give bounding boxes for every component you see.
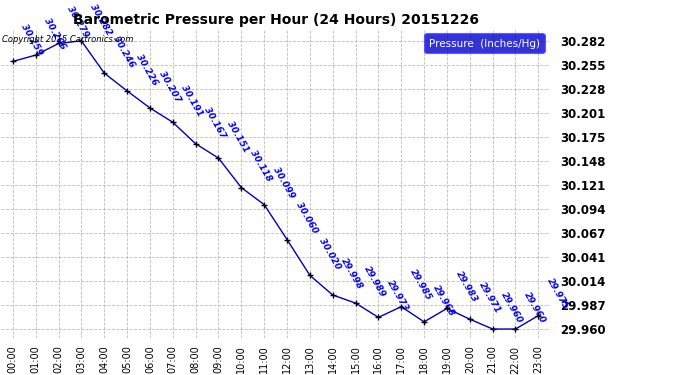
Text: 30.118: 30.118	[248, 149, 273, 183]
Text: 29.983: 29.983	[454, 270, 479, 304]
Text: 29.989: 29.989	[362, 264, 388, 299]
Text: Copyright 2015 Cartronics.com: Copyright 2015 Cartronics.com	[3, 35, 134, 44]
Text: 30.207: 30.207	[157, 69, 182, 104]
Title: Barometric Pressure per Hour (24 Hours) 20151226: Barometric Pressure per Hour (24 Hours) …	[72, 13, 479, 27]
Text: 30.099: 30.099	[271, 166, 296, 200]
Legend: Pressure  (Inches/Hg): Pressure (Inches/Hg)	[425, 34, 544, 53]
Text: 30.282: 30.282	[88, 2, 113, 37]
Text: 29.998: 29.998	[339, 256, 365, 291]
Text: 29.985: 29.985	[408, 268, 433, 303]
Text: 30.060: 30.060	[294, 201, 319, 236]
Text: 29.960: 29.960	[522, 290, 548, 325]
Text: 30.226: 30.226	[134, 52, 159, 87]
Text: 30.246: 30.246	[111, 34, 136, 69]
Text: 30.266: 30.266	[43, 16, 68, 51]
Text: 30.151: 30.151	[226, 119, 250, 154]
Text: 30.191: 30.191	[179, 84, 205, 118]
Text: 30.167: 30.167	[203, 105, 228, 140]
Text: 30.279: 30.279	[66, 5, 90, 39]
Text: 29.973: 29.973	[385, 279, 411, 313]
Text: 29.975: 29.975	[545, 277, 571, 311]
Text: 29.960: 29.960	[500, 290, 524, 325]
Text: 29.971: 29.971	[477, 280, 502, 315]
Text: 30.020: 30.020	[317, 237, 342, 271]
Text: 29.968: 29.968	[431, 283, 456, 318]
Text: 30.259: 30.259	[20, 23, 45, 57]
